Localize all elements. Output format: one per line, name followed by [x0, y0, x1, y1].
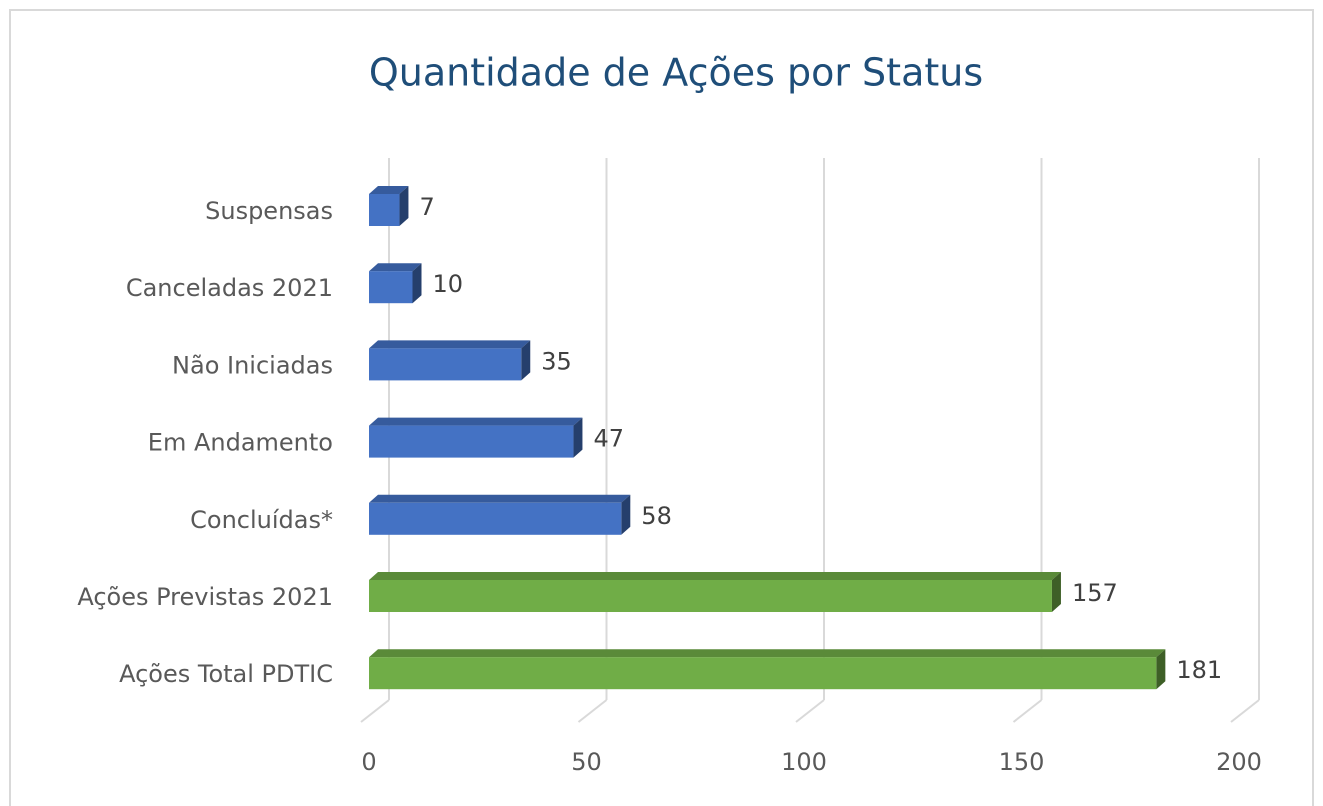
bar-top [369, 417, 583, 426]
x-tick-label: 100 [781, 748, 827, 776]
x-tick-label: 50 [571, 748, 602, 776]
bar [369, 348, 522, 381]
bar-side [1051, 572, 1061, 612]
data-label: 47 [593, 425, 624, 453]
data-label: 157 [1072, 579, 1118, 607]
bar [369, 425, 574, 458]
bar [369, 580, 1052, 612]
bar-side [621, 494, 631, 535]
x-tick-label: 150 [999, 748, 1045, 776]
floor-line [360, 699, 390, 723]
floor-line [795, 699, 825, 723]
bar-top [369, 572, 1061, 580]
floor-line [1230, 699, 1260, 723]
bar-side [573, 417, 583, 458]
data-label: 58 [641, 502, 672, 530]
bar-side [399, 186, 409, 226]
data-label: 35 [541, 347, 572, 375]
y-tick-label: Em Andamento [148, 429, 333, 457]
y-tick-label: Ações Total PDTIC [119, 660, 333, 688]
chart-title: Quantidade de Ações por Status [369, 51, 983, 95]
data-label: 7 [419, 193, 434, 221]
bar [369, 657, 1157, 690]
data-label: 181 [1176, 656, 1222, 684]
bar-side [412, 263, 422, 304]
bar-top [369, 340, 531, 349]
floor-line [1012, 699, 1043, 723]
bar [369, 502, 622, 535]
bar-top [369, 649, 1166, 658]
y-tick-label: Ações Previstas 2021 [77, 583, 333, 611]
bar-top [369, 186, 409, 194]
floor-line [577, 699, 608, 723]
y-tick-label: Suspensas [205, 197, 333, 225]
bar [369, 271, 413, 304]
x-tick-label: 200 [1216, 748, 1262, 776]
data-label: 10 [433, 270, 464, 298]
y-tick-label: Concluídas* [190, 506, 333, 534]
bar-side [1156, 649, 1166, 690]
y-tick-label: Canceladas 2021 [126, 274, 333, 302]
x-tick-label: 0 [361, 748, 376, 776]
bar-top [369, 263, 422, 272]
bar [369, 194, 400, 226]
y-tick-label: Não Iniciadas [172, 351, 333, 379]
bar-side [521, 340, 531, 381]
bar-top [369, 494, 631, 503]
